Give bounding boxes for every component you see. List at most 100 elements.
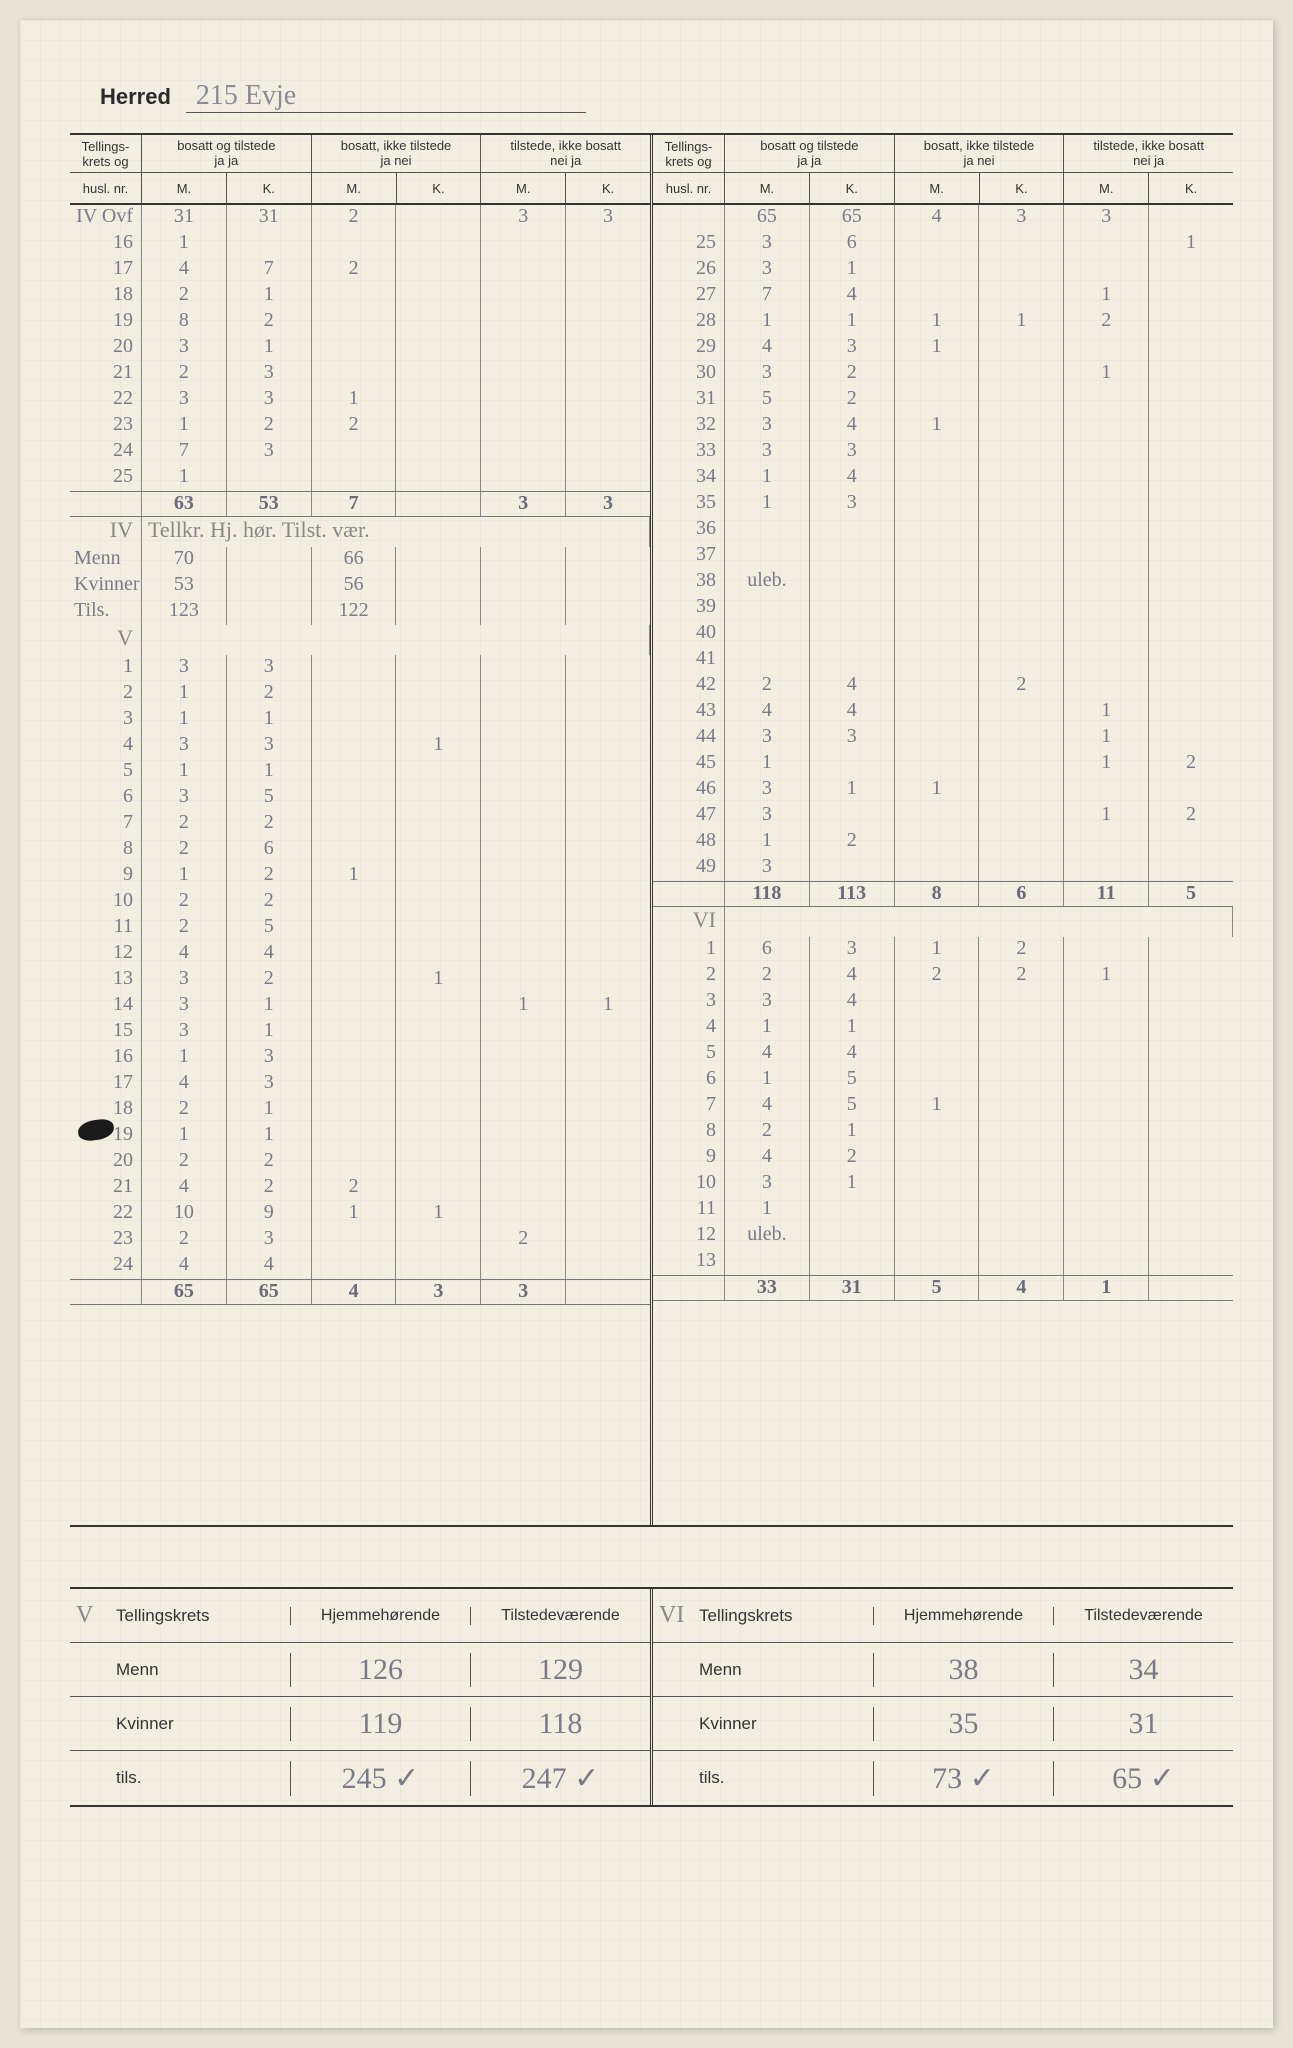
summary-row-menn: Menn 126 129 — [70, 1643, 650, 1697]
cell — [895, 361, 980, 387]
cell — [979, 257, 1064, 283]
cell — [566, 1227, 650, 1253]
cell: 3 — [481, 1280, 566, 1304]
cell: 3 — [142, 785, 227, 811]
cell — [1149, 413, 1233, 439]
row-id: 19 — [70, 309, 142, 335]
cell: 2 — [227, 863, 312, 889]
cell — [1064, 1067, 1149, 1093]
cell — [481, 1253, 566, 1279]
cell — [396, 941, 481, 967]
row-id: 29 — [653, 335, 725, 361]
cell: 1 — [895, 335, 980, 361]
cell: 2 — [1064, 309, 1149, 335]
cell: 2 — [227, 1175, 312, 1201]
cell — [566, 283, 650, 309]
row-id: 17 — [70, 257, 142, 283]
cell — [481, 785, 566, 811]
cell: 1 — [895, 413, 980, 439]
cell — [979, 647, 1064, 673]
cell: 4 — [725, 335, 810, 361]
cell: 31 — [810, 1276, 895, 1300]
data-row: 212 — [70, 681, 650, 707]
data-row: 493 — [653, 855, 1233, 881]
cell — [396, 465, 481, 491]
cell: 3 — [810, 725, 895, 751]
cell — [566, 465, 650, 491]
cell: 6 — [725, 937, 810, 963]
cell — [895, 803, 980, 829]
cell — [1064, 543, 1149, 569]
row-id — [653, 882, 725, 906]
cell — [566, 733, 650, 759]
data-row: 16312 — [653, 937, 1233, 963]
cell: 4 — [725, 1145, 810, 1171]
cell: 9 — [227, 1201, 312, 1227]
cell — [481, 1149, 566, 1175]
cell — [396, 1097, 481, 1123]
row-id: 17 — [70, 1071, 142, 1097]
row-id: 25 — [653, 231, 725, 257]
cell: 2 — [227, 309, 312, 335]
cell — [481, 889, 566, 915]
row-id: 6 — [653, 1067, 725, 1093]
data-row: 133 — [70, 655, 650, 681]
cell — [1064, 621, 1149, 647]
row-id: 35 — [653, 491, 725, 517]
cell — [1149, 283, 1233, 309]
cell: 1 — [142, 1045, 227, 1071]
cell — [895, 1041, 980, 1067]
data-row: 7451 — [653, 1093, 1233, 1119]
cell: 5 — [895, 1276, 980, 1300]
cell: 7 — [142, 439, 227, 465]
cell — [566, 231, 650, 257]
cell: 2 — [227, 811, 312, 837]
cell — [396, 1123, 481, 1149]
cell: 1 — [312, 863, 397, 889]
cell: 65 — [810, 205, 895, 231]
cell: 2 — [979, 937, 1064, 963]
cell — [1064, 413, 1149, 439]
data-row: 32341 — [653, 413, 1233, 439]
row-id: 12 — [70, 941, 142, 967]
cell: 122 — [312, 599, 397, 625]
data-row: 942 — [653, 1145, 1233, 1171]
data-row: 3414 — [653, 465, 1233, 491]
cell — [895, 491, 980, 517]
cell — [481, 361, 566, 387]
cell: 7 — [725, 283, 810, 309]
row-id: 8 — [653, 1119, 725, 1145]
cell: 3 — [142, 967, 227, 993]
data-row: 1821 — [70, 1097, 650, 1123]
cell — [396, 681, 481, 707]
cell — [312, 993, 397, 1019]
data-row: 2022 — [70, 1149, 650, 1175]
cell — [1149, 361, 1233, 387]
cell — [1064, 1015, 1149, 1041]
cell — [227, 231, 312, 257]
cell: 7 — [312, 492, 397, 516]
data-row: 143111 — [70, 993, 650, 1019]
cell — [979, 465, 1064, 491]
cell — [979, 829, 1064, 855]
cell — [895, 1249, 980, 1275]
cell: 1 — [1149, 231, 1233, 257]
cell — [895, 989, 980, 1015]
cell — [979, 751, 1064, 777]
table-right-half: Tellings-krets og husl. nr. bosatt og ti… — [653, 135, 1233, 1525]
cell — [979, 989, 1064, 1015]
cell: 3 — [481, 492, 566, 516]
cell: 70 — [142, 547, 227, 573]
row-id: 16 — [70, 231, 142, 257]
cell — [396, 655, 481, 681]
data-row: 3513 — [653, 491, 1233, 517]
data-row: 45112 — [653, 751, 1233, 777]
cell: 1 — [396, 733, 481, 759]
cell: 113 — [810, 882, 895, 906]
cell — [979, 569, 1064, 595]
cell — [979, 387, 1064, 413]
row-id: 34 — [653, 465, 725, 491]
cell: 1 — [312, 1201, 397, 1227]
sum-row: 11811386115 — [653, 881, 1233, 907]
cell: 4 — [810, 989, 895, 1015]
